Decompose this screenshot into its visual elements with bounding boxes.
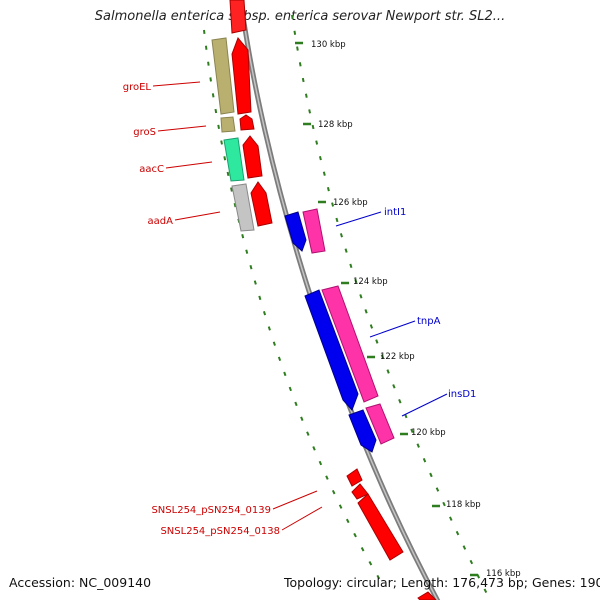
gene-red-5	[346, 468, 363, 487]
gene-label-groel: groEL	[123, 82, 152, 93]
gene-red-1	[231, 37, 252, 115]
leader-lines	[152, 81, 448, 531]
gene-red-7	[357, 493, 404, 561]
gene-label-gros: groS	[133, 127, 156, 138]
tick-label: 130 kbp	[311, 40, 346, 50]
tick-label: 124 kbp	[353, 277, 388, 287]
tick-label: 120 kbp	[411, 428, 446, 438]
gene-groel-olive	[211, 37, 235, 115]
gene-tnpa-pink	[321, 285, 379, 403]
gene-tnpa-blue	[304, 289, 359, 411]
gene-insd1-blue	[348, 409, 377, 453]
gene-label-insd1: insD1	[448, 389, 476, 400]
gene-inti1-pink	[302, 208, 326, 254]
gene-red-3	[242, 135, 263, 179]
topology-summary: Topology: circular; Length: 176,473 bp; …	[284, 575, 600, 590]
tick-label-group: 130 kbp 128 kbp 126 kbp 124 kbp 122 kbp …	[311, 40, 521, 579]
gene-label-group: groEL groS aacC aadA intI1 tnpA insD1 SN…	[123, 82, 477, 537]
gene-label-p0138: SNSL254_pSN254_0138	[160, 526, 280, 537]
gene-gros-olive	[220, 116, 236, 133]
gene-features	[211, 0, 437, 600]
gene-red-2	[239, 114, 255, 131]
inner-tick-ring	[203, 29, 381, 581]
map-title: Salmonella enterica subsp. enterica sero…	[94, 9, 506, 24]
gene-label-aacc: aacC	[139, 164, 164, 175]
gene-red-8	[417, 591, 437, 600]
major-ticks	[295, 41, 478, 577]
gene-label-aada: aadA	[148, 216, 174, 227]
gene-aacc-mint	[223, 137, 245, 182]
gene-red-4	[250, 181, 273, 227]
tick-label: 126 kbp	[333, 198, 368, 208]
gene-label-p0139: SNSL254_pSN254_0139	[151, 505, 271, 516]
gene-label-tnpa: tnpA	[417, 316, 441, 327]
accession-text: Accession: NC_009140	[9, 575, 152, 590]
gene-aada-grey	[231, 183, 255, 232]
tick-label: 128 kbp	[318, 120, 353, 130]
gene-top-red	[229, 0, 247, 34]
gene-inti1-blue	[284, 211, 307, 252]
tick-label: 122 kbp	[380, 352, 415, 362]
tick-label: 116 kbp	[486, 569, 521, 579]
gene-insd1-pink	[365, 403, 395, 445]
tick-label: 118 kbp	[446, 500, 481, 510]
gene-label-inti1: intI1	[384, 207, 406, 218]
